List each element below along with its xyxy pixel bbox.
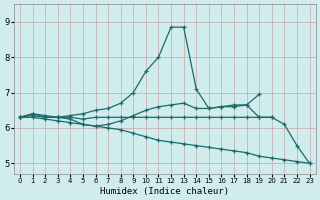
X-axis label: Humidex (Indice chaleur): Humidex (Indice chaleur) (100, 187, 229, 196)
